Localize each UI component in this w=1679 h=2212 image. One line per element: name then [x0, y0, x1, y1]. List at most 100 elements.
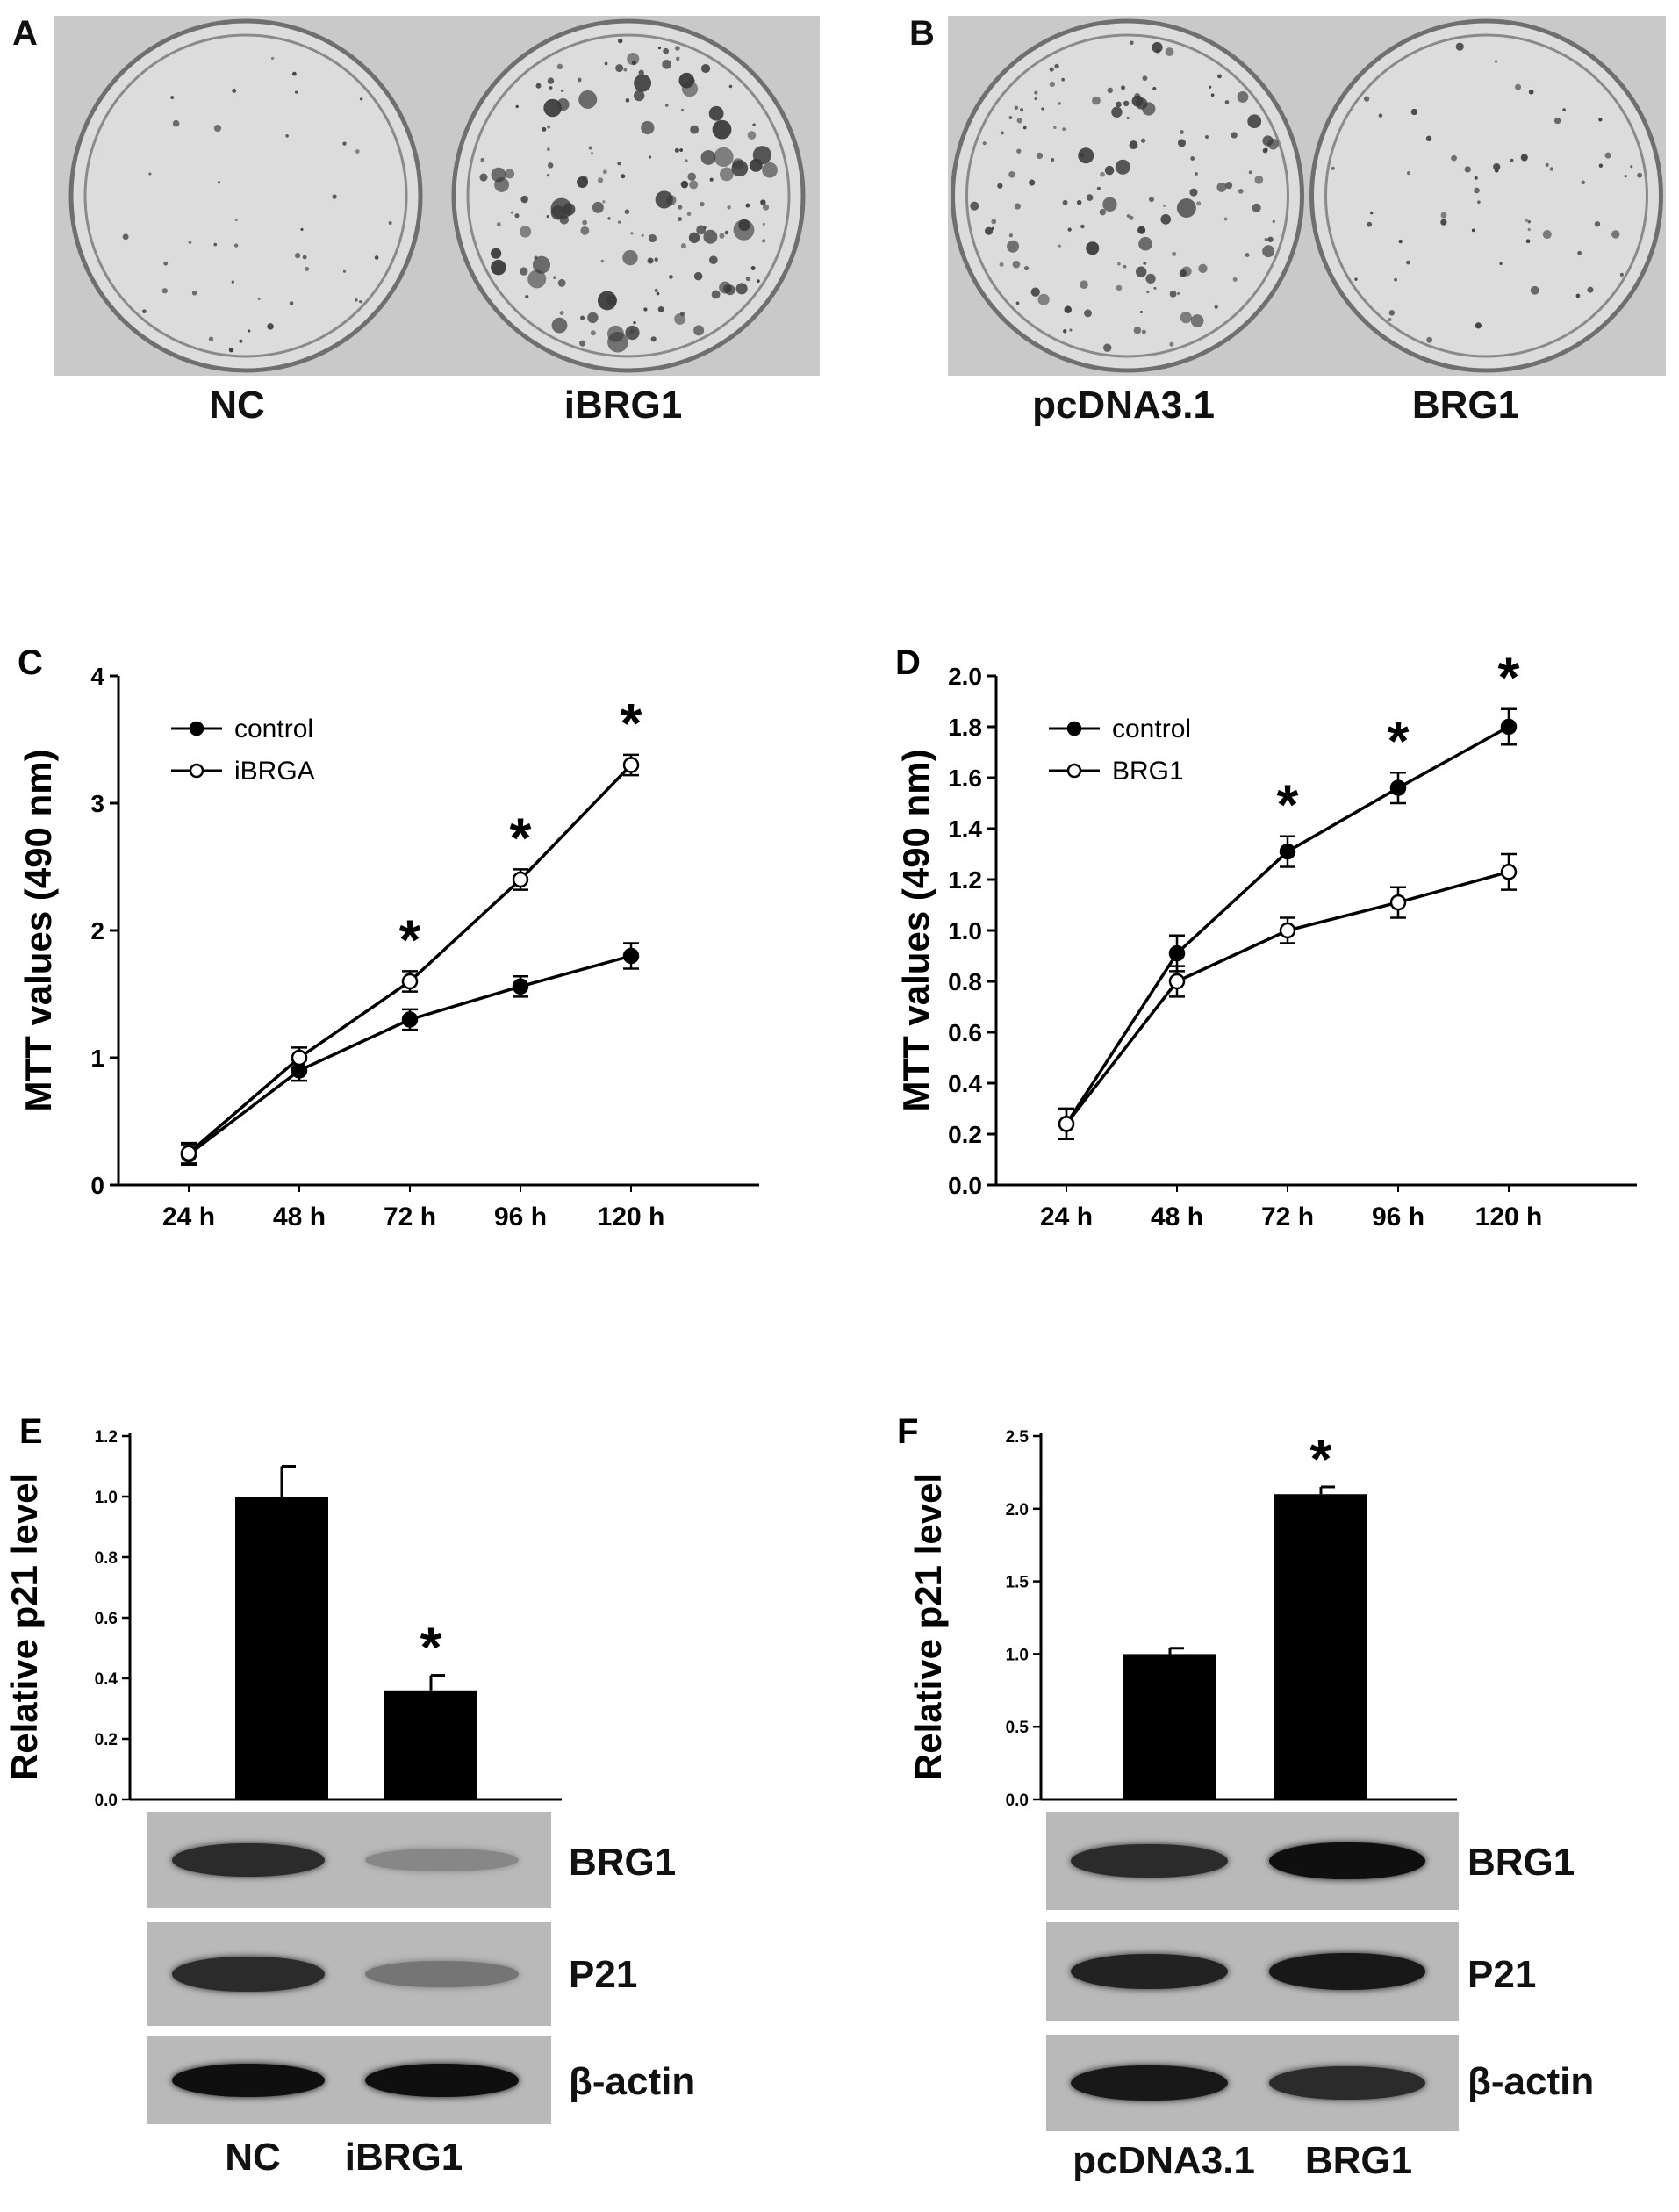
colony	[1528, 89, 1534, 95]
p21-bar-chart-e: E 0.0 0.2 0.4 0.6 0.8 1.0 1.2 Relative p21 level…	[4, 1412, 562, 1808]
colony	[621, 174, 626, 179]
colony	[577, 77, 582, 83]
legend-label-ibrga: iBRGA	[234, 757, 315, 786]
colony	[738, 219, 750, 232]
colony	[1049, 81, 1055, 88]
colony	[213, 124, 222, 133]
data-point-ibrga	[512, 871, 529, 888]
colony	[1014, 203, 1021, 210]
colony	[654, 257, 658, 262]
colony	[588, 146, 592, 150]
colony	[675, 56, 680, 61]
colony	[1474, 187, 1480, 194]
y-tick-label: 1.4	[948, 815, 982, 843]
band-f-p21-pcdna31	[1071, 1953, 1228, 1990]
band-e-p21-nc	[171, 1956, 326, 1993]
data-point-control	[401, 1011, 419, 1028]
colony	[1116, 101, 1122, 108]
colony	[1080, 224, 1085, 229]
colony	[1037, 293, 1050, 305]
colony	[559, 311, 564, 315]
lane-label-f-brg1: BRG1	[1304, 2139, 1413, 2182]
legend-label-brg1: BRG1	[1112, 757, 1184, 786]
colony	[680, 108, 685, 112]
colony	[1267, 138, 1279, 150]
colony	[1152, 41, 1163, 54]
colony	[590, 330, 596, 336]
colony	[1367, 221, 1373, 227]
colony	[233, 243, 239, 248]
colony	[535, 83, 542, 89]
colony	[641, 233, 644, 237]
colony	[519, 226, 532, 238]
panel-letter-b: B	[909, 14, 935, 53]
colony	[1575, 293, 1581, 298]
colony	[648, 155, 652, 159]
colony	[291, 71, 297, 76]
colony	[1363, 96, 1370, 102]
colony	[633, 320, 636, 325]
colony	[1084, 309, 1092, 318]
colony	[1041, 107, 1044, 111]
colony	[1099, 208, 1107, 216]
colony	[1637, 172, 1643, 178]
colony	[1594, 221, 1601, 227]
colony	[1061, 77, 1065, 82]
colony	[1008, 171, 1015, 178]
y-tick-label: 2.5	[1006, 1428, 1030, 1447]
colony	[148, 172, 152, 176]
colony	[1120, 85, 1126, 90]
colony	[1176, 198, 1196, 218]
colony	[551, 317, 568, 334]
colony	[188, 241, 192, 244]
colony	[300, 227, 304, 231]
colony	[663, 47, 670, 54]
colony	[1152, 86, 1157, 91]
colony	[662, 60, 671, 69]
colony	[685, 159, 688, 162]
colony	[239, 339, 243, 343]
colony	[232, 88, 237, 93]
colony	[1123, 100, 1130, 107]
colony	[1210, 93, 1215, 97]
colony	[1553, 117, 1561, 125]
colony	[719, 167, 734, 182]
colony	[578, 90, 598, 109]
colony	[234, 218, 238, 222]
colony	[762, 162, 778, 178]
colony	[1123, 264, 1127, 269]
colony	[761, 239, 766, 243]
y-tick-label: 0.8	[95, 1549, 118, 1568]
colony	[294, 253, 301, 259]
panel-letter-c: C	[18, 650, 43, 682]
colony	[984, 226, 994, 235]
colony	[142, 309, 147, 314]
colony	[285, 134, 289, 138]
blot-strip-e-brg1	[147, 1812, 551, 1908]
colony	[267, 323, 274, 330]
colony	[1262, 147, 1268, 154]
petri-dish-b-1	[1309, 18, 1663, 373]
y-tick-label: 0.4	[948, 1070, 982, 1097]
colony	[711, 290, 721, 299]
colony	[607, 325, 624, 342]
x-tick-label: 24 h	[1040, 1203, 1093, 1232]
colony	[208, 336, 214, 341]
colony	[217, 181, 221, 184]
colony	[1224, 182, 1233, 190]
y-tick-label: 0.6	[95, 1610, 118, 1628]
colony	[553, 276, 556, 279]
y-tick-label: 1.6	[948, 765, 982, 792]
y-tick-label: 1.2	[95, 1428, 118, 1447]
blot-label-f-actin: β-actin	[1467, 2060, 1595, 2103]
colony	[752, 123, 756, 126]
petri-dish-a-1	[451, 18, 806, 373]
band-e-actin-ibrg1	[365, 2064, 520, 2097]
colony	[172, 119, 180, 127]
colony	[491, 167, 506, 183]
colony	[1134, 92, 1141, 100]
data-point-ibrga	[622, 757, 640, 773]
colony	[1451, 154, 1457, 162]
colony	[342, 141, 347, 146]
colony	[1051, 157, 1055, 162]
